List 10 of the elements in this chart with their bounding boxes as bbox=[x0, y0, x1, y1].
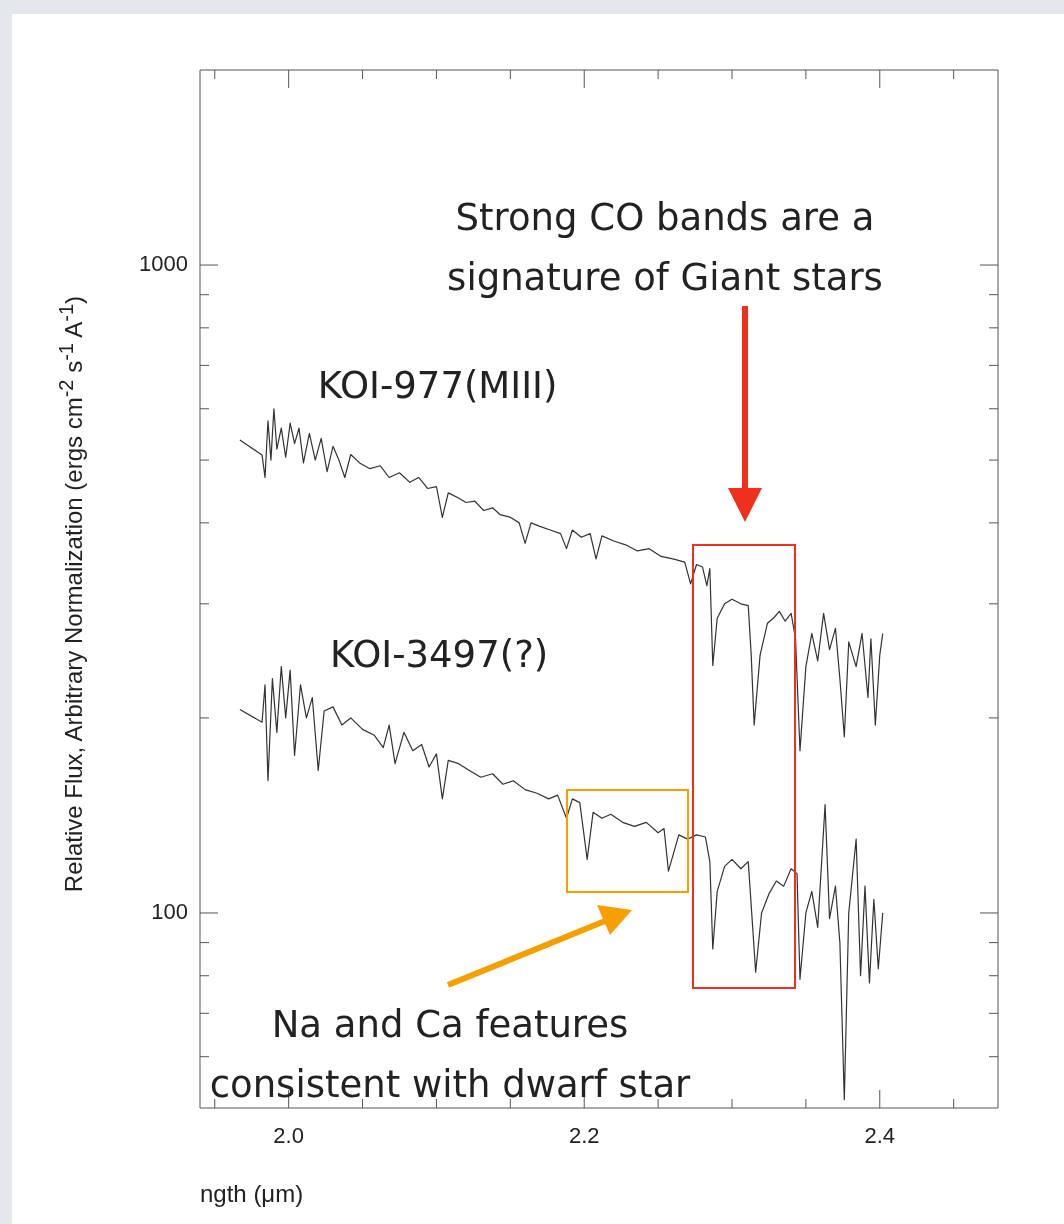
y-tick-label: 100 bbox=[151, 899, 188, 925]
x-axis-title: ngth (μm) bbox=[200, 1180, 304, 1208]
x-tick-label: 2.2 bbox=[568, 1123, 600, 1149]
y-tick-label: 1000 bbox=[139, 251, 188, 277]
series-label: KOI-3497(?) bbox=[329, 632, 549, 676]
x-tick-label: 2.4 bbox=[864, 1123, 896, 1149]
annotation: Strong CO bands are a signature of Giant stars bbox=[446, 195, 884, 301]
series-label: KOI-977(MIII) bbox=[317, 364, 558, 408]
annotation: Na and Ca features consistent with dwarf star bbox=[208, 1002, 692, 1108]
x-tick-label: 2.0 bbox=[273, 1123, 304, 1149]
